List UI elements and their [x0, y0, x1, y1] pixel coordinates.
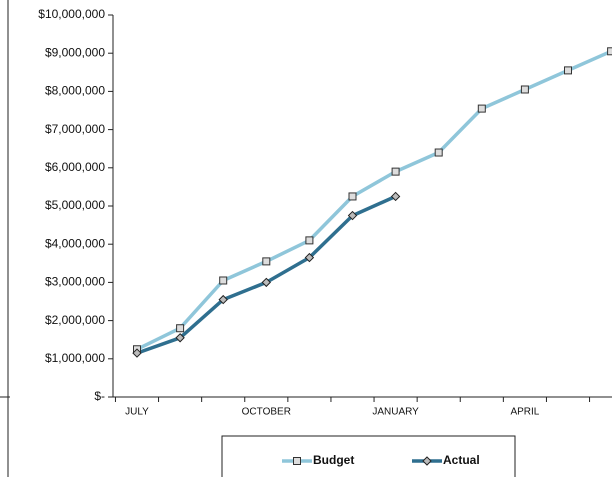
legend-box [221, 435, 516, 477]
y-tick-label: $3,000,000 [45, 275, 105, 289]
y-tick-label: $- [94, 389, 105, 403]
x-tick-label: JULY [125, 407, 149, 418]
y-tick-label: $9,000,000 [45, 45, 105, 59]
data-point [564, 66, 572, 75]
data-point [175, 333, 185, 343]
data-point [391, 167, 400, 176]
data-point [434, 148, 443, 157]
data-point [219, 276, 228, 285]
legend-marker [422, 456, 432, 466]
y-tick-label: $10,000,000 [38, 7, 105, 21]
legend-marker [293, 457, 301, 465]
data-point [305, 236, 314, 245]
y-tick-label: $1,000,000 [45, 351, 105, 365]
legend-label: Budget [313, 453, 354, 467]
data-point [347, 210, 358, 221]
y-tick-label: $2,000,000 [45, 313, 105, 327]
y-tick-label: $8,000,000 [45, 84, 105, 98]
data-point [348, 192, 357, 201]
data-point [261, 277, 272, 288]
data-point [390, 191, 401, 202]
y-tick-label: $7,000,000 [45, 122, 105, 136]
data-point [218, 294, 228, 305]
data-point [607, 47, 612, 56]
x-tick-label: APRIL [510, 407, 539, 418]
x-tick-label: JANUARY [372, 407, 419, 418]
data-point [176, 324, 185, 333]
data-point [304, 252, 315, 263]
y-tick-label: $4,000,000 [45, 236, 105, 250]
series-line [136, 49, 612, 351]
legend-label: Actual [443, 453, 480, 467]
data-point [477, 104, 486, 113]
data-point [520, 85, 529, 94]
y-tick-label: $6,000,000 [45, 160, 105, 174]
data-point [262, 257, 271, 266]
data-point [132, 348, 142, 358]
x-tick-label: OCTOBER [242, 407, 291, 418]
y-tick-label: $5,000,000 [45, 198, 105, 212]
